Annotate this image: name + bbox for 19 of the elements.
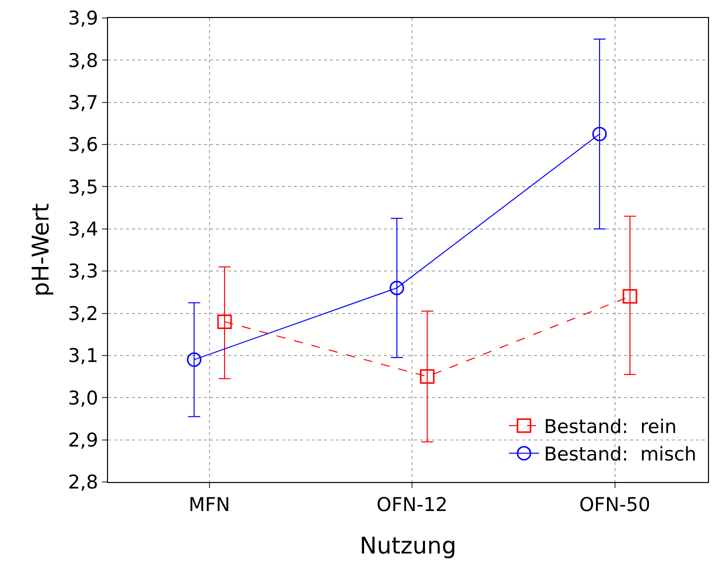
- x-tick-label: OFN-50: [579, 494, 650, 516]
- y-tick-label: 3,3: [68, 260, 98, 283]
- y-tick-label: 2,8: [68, 472, 98, 494]
- y-tick-label: 3,0: [68, 387, 98, 410]
- x-tick-label: MFN: [188, 494, 230, 516]
- y-tick-label: 2,9: [68, 429, 98, 452]
- y-tick-label: 3,2: [68, 302, 98, 325]
- y-tick-label: 3,6: [68, 134, 98, 156]
- legend-label: Bestand: misch: [544, 444, 696, 466]
- y-axis-title: pH-Wert: [28, 203, 54, 297]
- legend-label: Bestand: rein: [544, 416, 677, 438]
- y-tick-label: 3,1: [68, 345, 98, 368]
- y-tick-label: 3,9: [68, 8, 98, 30]
- x-tick-label: OFN-12: [376, 494, 448, 516]
- y-tick-label: 3,5: [68, 176, 98, 198]
- y-tick-label: 3,4: [68, 218, 98, 241]
- x-axis-title: Nutzung: [360, 533, 456, 560]
- y-tick-label: 3,8: [68, 50, 98, 72]
- y-tick-label: 3,7: [68, 92, 98, 114]
